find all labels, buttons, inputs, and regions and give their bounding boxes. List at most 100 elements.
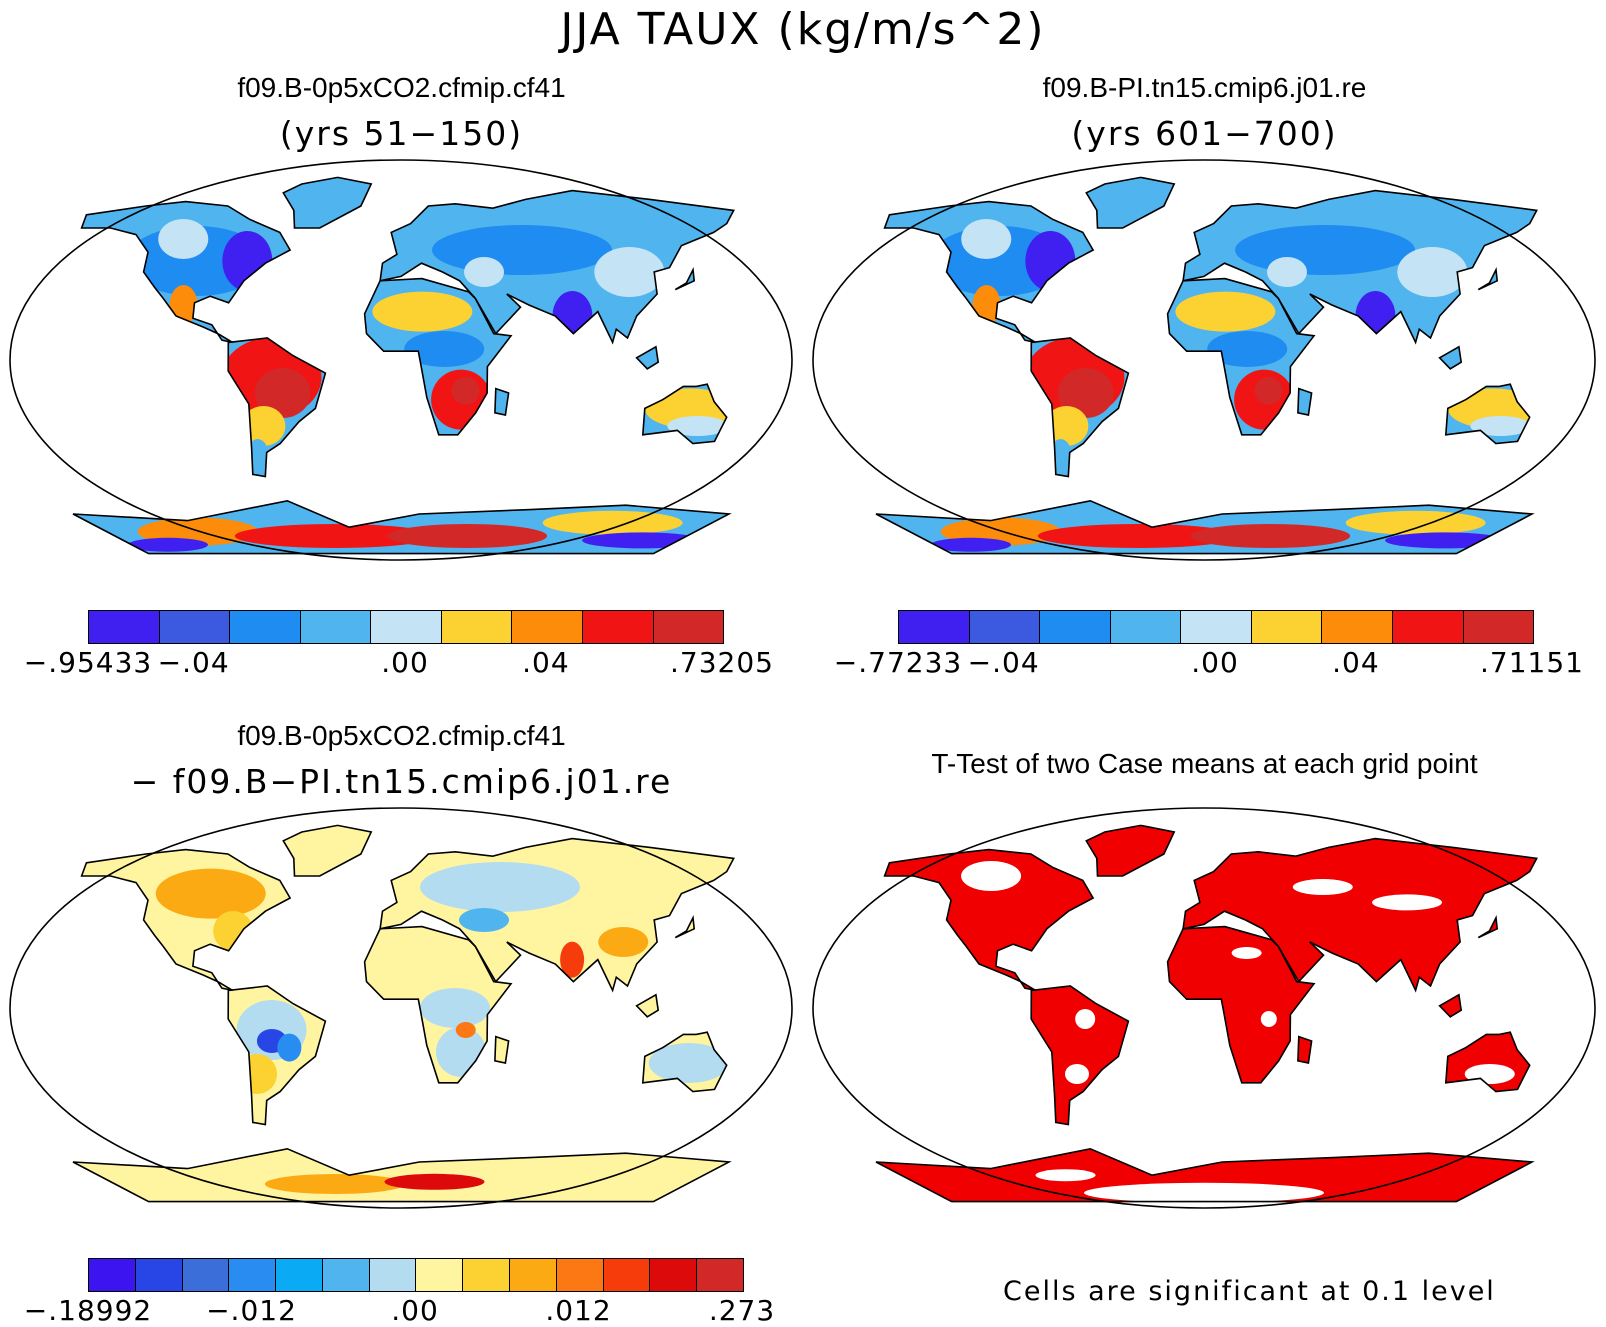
colorbar-swatch: [463, 1259, 511, 1291]
colorbar-swatch: [653, 611, 724, 643]
colorbar-swatch: [369, 1259, 417, 1291]
colorbar-swatch: [510, 1259, 557, 1291]
colorbar-tick-label: −.95433: [23, 646, 153, 679]
field-contour: [582, 532, 703, 549]
colorbar-swatch: [650, 1259, 698, 1291]
colorbar-swatch: [322, 1259, 370, 1291]
panel-1-subtitle: (yrs 51−150): [279, 114, 524, 153]
field-contour: [594, 247, 665, 297]
panel-4-title: T-Test of two Case means at each grid po…: [931, 748, 1478, 779]
field-contour: [1254, 376, 1283, 405]
panel-2-subtitle: (yrs 601−700): [1071, 114, 1338, 153]
coastline-greenland: [282, 824, 373, 877]
panel-2-colorbar: [898, 610, 1534, 644]
map-frame: [812, 807, 1596, 1209]
colorbar-swatch: [135, 1259, 183, 1291]
field-contour: [372, 291, 473, 332]
coastline-borneo: [635, 345, 660, 370]
panel-2-title: f09.B-PI.tn15.cmip6.j01.re: [1042, 72, 1367, 103]
colorbar-swatch: [697, 1259, 743, 1291]
colorbar-swatch: [582, 611, 654, 643]
coastline-japan: [1477, 267, 1499, 291]
coastline-africa: [1166, 277, 1316, 436]
field-contour: [542, 510, 683, 535]
colorbar-tick-label: .71151: [1480, 646, 1584, 679]
field-contour: [1044, 406, 1089, 446]
field-contour: [1190, 524, 1351, 548]
coastline-madagascar: [494, 387, 510, 416]
map-frame: [9, 807, 793, 1209]
coastline-namerica: [883, 848, 1095, 992]
coastline-borneo: [635, 993, 660, 1018]
colorbar-swatch: [556, 1259, 604, 1291]
colorbar-swatch: [229, 1259, 277, 1291]
field-contour: [1267, 257, 1308, 287]
coastline-greenland: [282, 176, 373, 229]
field-contour: [1372, 894, 1443, 911]
field-contour: [169, 285, 198, 325]
coastline-samerica: [1030, 985, 1130, 1126]
field-contour: [372, 939, 473, 989]
field-contour: [961, 219, 1012, 259]
coastline-japan: [674, 267, 696, 291]
field-contour: [234, 524, 435, 548]
colorbar-tick-label: −.77233: [833, 646, 963, 679]
coastline-namerica: [883, 200, 1095, 344]
colorbar-swatch: [1392, 611, 1464, 643]
field-contour: [277, 1033, 302, 1062]
field-contour: [419, 862, 580, 912]
colorbar-swatch: [1040, 611, 1111, 643]
field-contour: [1064, 1064, 1089, 1084]
map-frame: [9, 159, 793, 561]
coastline-samerica: [1030, 337, 1130, 478]
colorbar-swatch: [441, 611, 513, 643]
field-contour: [1385, 532, 1506, 549]
field-contour: [667, 416, 728, 436]
field-contour: [264, 1174, 405, 1194]
panel-1-map: [9, 159, 793, 561]
colorbar-swatch: [300, 611, 372, 643]
panel-1-colorbar: [88, 610, 724, 644]
colorbar-tick-label: .00: [1191, 646, 1239, 679]
colorbar-swatch: [1463, 611, 1534, 643]
colorbar-swatch: [1110, 611, 1182, 643]
field-contour: [241, 406, 286, 446]
field-contour: [598, 927, 649, 957]
colorbar-tick-label: .04: [522, 646, 570, 679]
field-contour: [1037, 524, 1238, 548]
field-contour: [158, 219, 209, 259]
field-contour: [1035, 1169, 1096, 1182]
colorbar-tick-label: −.04: [157, 646, 230, 679]
coastline-antarctica: [72, 1147, 732, 1203]
field-contour: [1292, 879, 1353, 895]
colorbar-swatch: [512, 611, 583, 643]
field-contour: [1231, 947, 1262, 959]
colorbar-swatch: [159, 611, 231, 643]
colorbar-tick-label: .273: [708, 1294, 776, 1327]
colorbar-swatch: [1251, 611, 1323, 643]
colorbar-swatch: [1322, 611, 1393, 643]
field-contour: [459, 908, 510, 932]
coastline-greenland: [1085, 176, 1176, 229]
colorbar-tick-label: .73205: [670, 646, 774, 679]
field-contour: [451, 376, 480, 405]
field-contour: [1175, 291, 1276, 332]
coastline-eurasia: [1182, 189, 1538, 345]
panel-2-map: [812, 159, 1596, 561]
coastline-eurasia: [379, 189, 735, 345]
colorbar-swatch: [182, 1259, 230, 1291]
colorbar-swatch: [603, 1259, 651, 1291]
coastline-samerica: [227, 337, 327, 478]
panel-1-title: f09.B-0p5xCO2.cfmip.cf41: [237, 72, 566, 103]
coastline-australia: [1444, 1031, 1531, 1093]
field-contour: [1470, 416, 1531, 436]
field-contour: [464, 257, 505, 287]
colorbar-swatch: [416, 1259, 464, 1291]
field-contour: [1235, 225, 1416, 275]
field-contour: [1345, 510, 1486, 535]
field-contour: [1260, 1011, 1277, 1027]
field-contour: [1084, 1182, 1324, 1202]
panel-3-subtitle: − f09.B−PI.tn15.cmip6.j01.re: [130, 762, 673, 801]
colorbar-swatch: [899, 611, 970, 643]
colorbar-tick-label: .012: [545, 1294, 612, 1327]
